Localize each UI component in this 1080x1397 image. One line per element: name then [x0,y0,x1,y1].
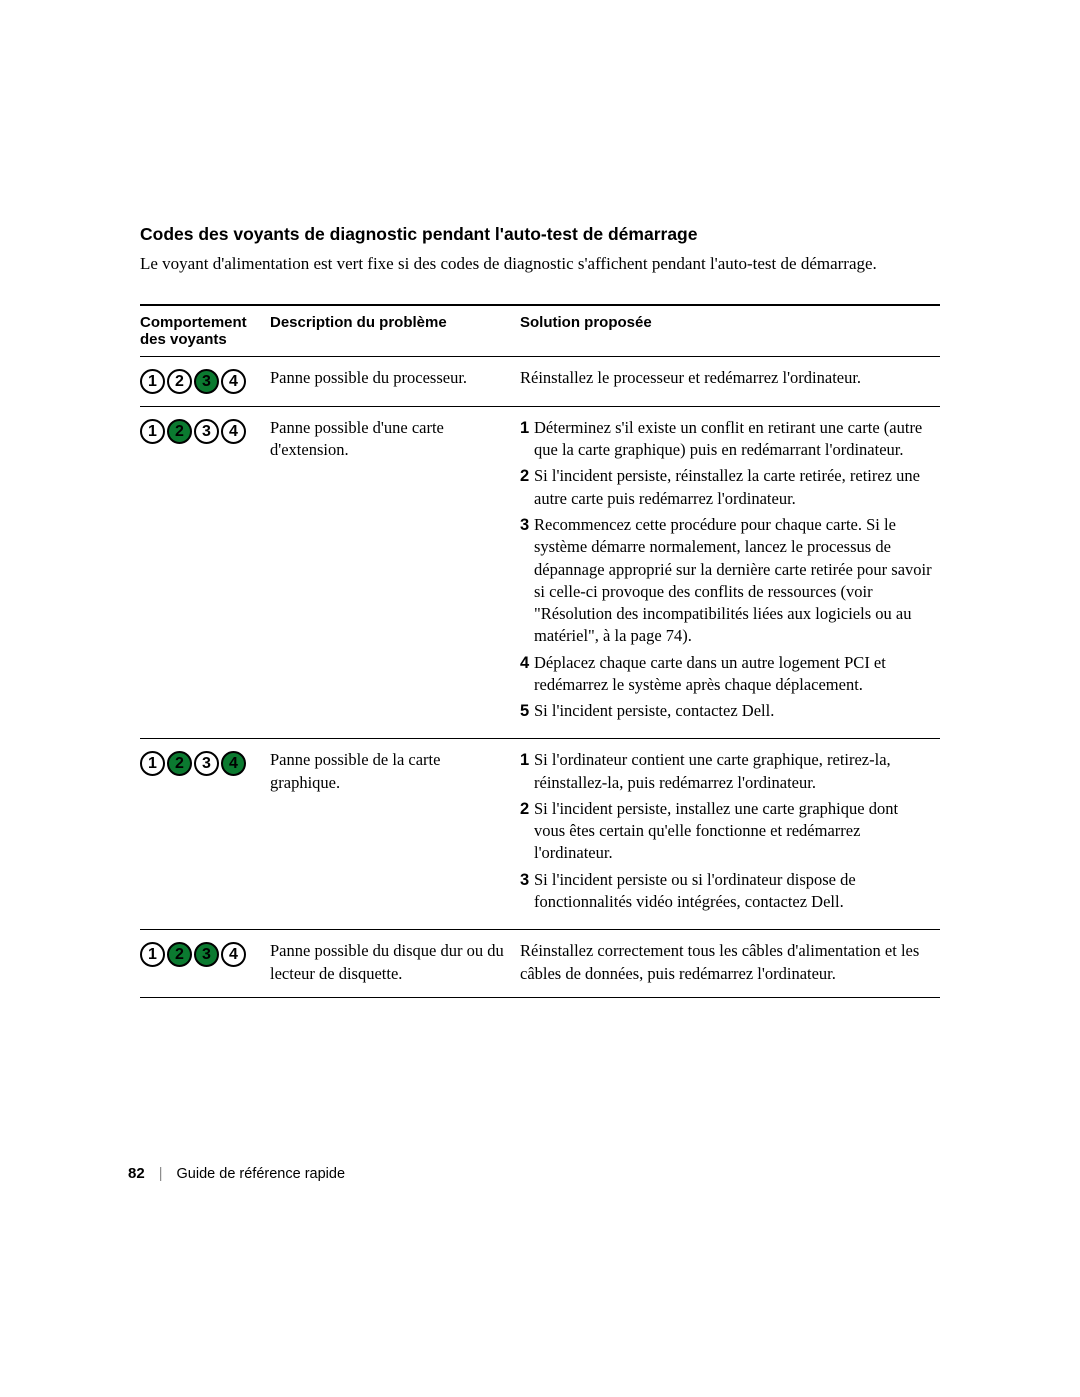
led-icon: 3 [194,369,219,394]
intro-paragraph: Le voyant d'alimentation est vert fixe s… [140,253,940,276]
lights-cell: 1234 [140,930,270,998]
solution-step: 2 Si l'incident persiste, installez une … [520,798,932,865]
solution-step: 4 Déplacez chaque carte dans un autre lo… [520,652,932,697]
led-icon: 1 [140,369,165,394]
led-icon: 2 [167,751,192,776]
step-number: 2 [520,798,529,820]
step-number: 4 [520,652,529,674]
led-group: 1234 [140,749,262,776]
step-text: Si l'incident persiste, contactez Dell. [534,701,774,720]
step-number: 1 [520,749,529,771]
solution-step: 5 Si l'incident persiste, contactez Dell… [520,700,932,722]
table-row: 1234 Panne possible du processeur.Réinsta… [140,356,940,406]
solution-step: 3 Recommencez cette procédure pour chaqu… [520,514,932,648]
step-text: Si l'incident persiste, réinstallez la c… [534,466,920,507]
diagnostic-table: Comportement des voyants Description du … [140,304,940,998]
lights-cell: 1234 [140,406,270,738]
led-icon: 2 [167,942,192,967]
step-text: Si l'ordinateur contient une carte graph… [534,750,891,791]
solution-cell: Réinstallez correctement tous les câbles… [520,930,940,998]
table-row: 1234Panne possible d'une carte d'extensi… [140,406,940,738]
step-number: 3 [520,869,529,891]
led-icon: 2 [167,419,192,444]
led-icon: 4 [221,369,246,394]
description-cell: Panne possible du disque dur ou du lecte… [270,930,520,998]
solution-step: 2 Si l'incident persiste, réinstallez la… [520,465,932,510]
col-header-description: Description du problème [270,305,520,357]
solution-cell: Réinstallez le processeur et redémarrez … [520,356,940,406]
led-icon: 3 [194,419,219,444]
lights-cell: 1234 [140,739,270,930]
col-header-solution: Solution proposée [520,305,940,357]
page-number: 82 [128,1165,145,1182]
led-icon: 1 [140,942,165,967]
step-number: 1 [520,417,529,439]
step-number: 5 [520,700,529,722]
solution-cell: 1 Déterminez s'il existe un conflit en r… [520,406,940,738]
led-group: 1234 [140,940,262,967]
led-icon: 4 [221,419,246,444]
led-group: 1234 [140,367,262,394]
table-row: 1234 Panne possible du disque dur ou du l… [140,930,940,998]
step-number: 2 [520,465,529,487]
solution-step: 3 Si l'incident persiste ou si l'ordinat… [520,869,932,914]
step-number: 3 [520,514,529,536]
solution-step: 1 Si l'ordinateur contient une carte gra… [520,749,932,794]
led-group: 1234 [140,417,262,444]
step-text: Déplacez chaque carte dans un autre loge… [534,653,886,694]
step-text: Recommencez cette procédure pour chaque … [534,515,932,645]
lights-cell: 1234 [140,356,270,406]
led-icon: 4 [221,751,246,776]
led-icon: 4 [221,942,246,967]
step-text: Déterminez s'il existe un conflit en ret… [534,418,922,459]
solution-cell: 1 Si l'ordinateur contient une carte gra… [520,739,940,930]
solution-step: 1 Déterminez s'il existe un conflit en r… [520,417,932,462]
footer-doc-title: Guide de référence rapide [177,1166,345,1182]
step-text: Si l'incident persiste ou si l'ordinateu… [534,870,856,911]
solution-list: 1 Si l'ordinateur contient une carte gra… [520,749,932,913]
footer-separator: | [159,1166,163,1182]
table-row: 1234Panne possible de la carte graphique… [140,739,940,930]
solution-list: 1 Déterminez s'il existe un conflit en r… [520,417,932,722]
led-icon: 1 [140,751,165,776]
section-heading: Codes des voyants de diagnostic pendant … [140,224,940,245]
col-header-lights: Comportement des voyants [140,305,270,357]
description-cell: Panne possible d'une carte d'extension. [270,406,520,738]
description-cell: Panne possible de la carte graphique. [270,739,520,930]
led-icon: 2 [167,369,192,394]
led-icon: 1 [140,419,165,444]
page-footer: 82 | Guide de référence rapide [128,1165,345,1182]
description-cell: Panne possible du processeur. [270,356,520,406]
led-icon: 3 [194,942,219,967]
led-icon: 3 [194,751,219,776]
step-text: Si l'incident persiste, installez une ca… [534,799,898,863]
